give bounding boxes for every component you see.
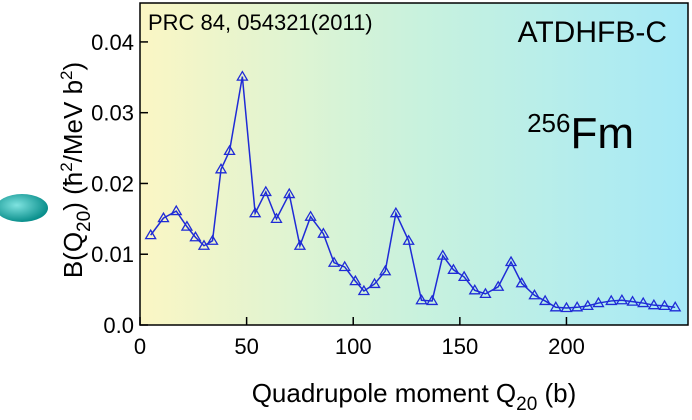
- x-tick-label: 0: [134, 334, 146, 359]
- plot-area: [140, 3, 688, 325]
- label-part: 2: [57, 70, 76, 79]
- label-part: 20: [516, 394, 537, 415]
- label-part: /MeV b: [58, 80, 88, 162]
- x-tick-label: 150: [441, 334, 478, 359]
- label-part: (b): [537, 378, 576, 408]
- reference: PRC 84, 054321(2011): [148, 10, 373, 35]
- y-tick-label: 0.04: [91, 30, 134, 55]
- x-axis-label: Quadrupole moment Q20 (b): [252, 378, 577, 415]
- label-part: 2: [57, 162, 76, 171]
- method-label: ATDHFB-C: [518, 16, 667, 49]
- mass-number: 256: [527, 108, 570, 138]
- label-part: B(Q: [58, 232, 88, 278]
- x-tick-label: 50: [234, 334, 258, 359]
- shape-illustration: [0, 194, 48, 222]
- y-tick-label: 0.02: [91, 171, 134, 196]
- label-part: ) (ħ: [58, 172, 88, 211]
- chart: PRC 84, 054321(2011) ATDHFB-C 256Fm Quad…: [0, 0, 692, 415]
- element: Fm: [570, 109, 634, 158]
- label-part: 20: [74, 211, 95, 232]
- x-tick-label: 200: [548, 334, 585, 359]
- y-tick-label: 0.03: [91, 101, 134, 126]
- y-tick-label: 0.01: [91, 242, 134, 267]
- label-part: ): [58, 62, 88, 71]
- x-tick-label: 100: [335, 334, 372, 359]
- y-tick-label: 0.0: [103, 313, 134, 338]
- label-part: Quadrupole moment Q: [252, 378, 516, 408]
- y-axis-label: B(Q20) (ħ2/MeV b2): [57, 62, 95, 278]
